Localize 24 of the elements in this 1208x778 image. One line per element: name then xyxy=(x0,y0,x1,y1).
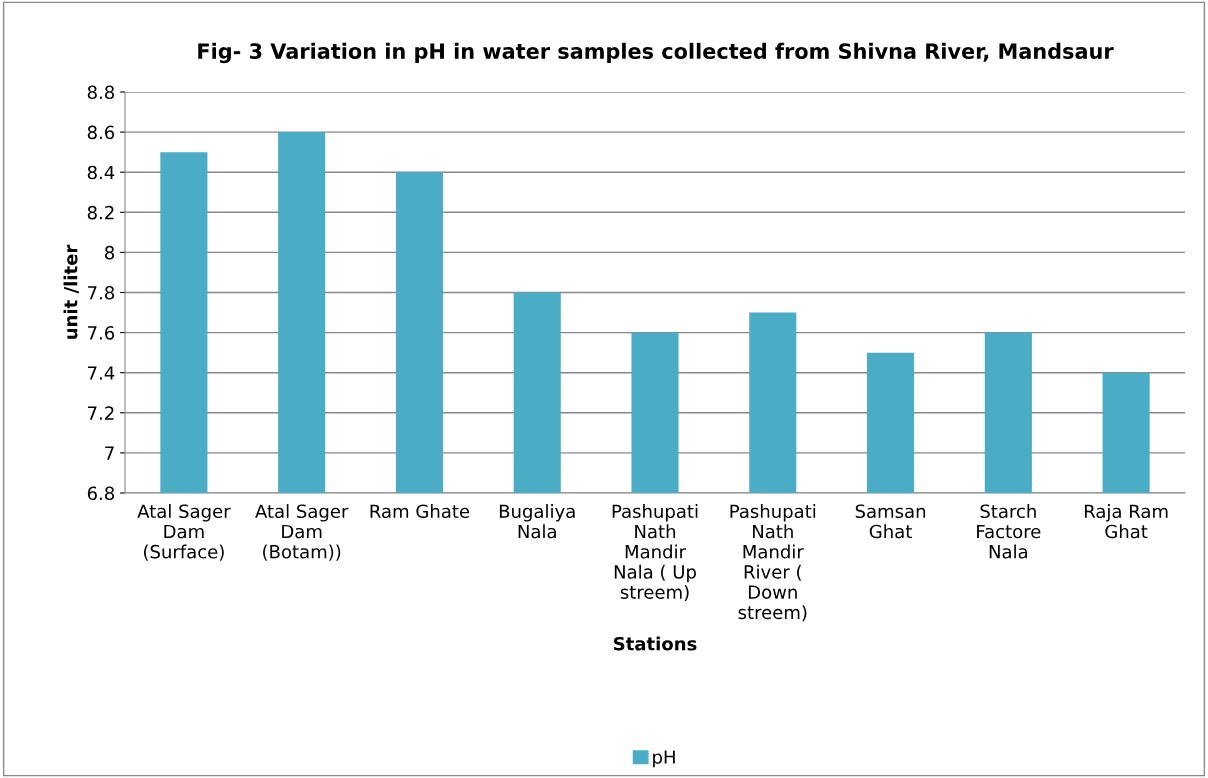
y-tick-label: 6.8 xyxy=(87,486,115,501)
chart-title: Fig- 3 Variation in pH in water samples collected from Shivna River, Mandsaur xyxy=(198,42,1114,64)
y-tick-label: 8.2 xyxy=(87,205,114,220)
x-tick-label: Bugaliya Nala xyxy=(499,504,575,539)
x-tick-label: Pashupati Nath Mandir River ( Down streem) xyxy=(730,504,816,622)
y-tick-label: 7.8 xyxy=(88,285,115,300)
x-tick-label: Starch Factore Nala xyxy=(977,504,1041,559)
y-tick-label: 7.6 xyxy=(88,326,115,340)
x-tick-label: Pashupati Nath Mandir Nala ( Up streem) xyxy=(612,504,698,602)
y-tick-label: 7.4 xyxy=(88,366,115,380)
x-tick-label: Samsan Ghat xyxy=(855,504,926,539)
x-tick-label: Ram Ghate xyxy=(370,504,470,519)
y-tick-label: 8.4 xyxy=(87,165,115,180)
x-tick-label: Atal Sager Dam (Botam)) xyxy=(255,504,349,561)
y-tick-label: 7 xyxy=(105,446,114,460)
y-tick-label: 8 xyxy=(105,245,115,260)
x-tick-label: Atal Sager Dam (Surface) xyxy=(137,504,231,561)
y-axis-title: unit /liter xyxy=(63,244,79,339)
x-tick-label: Raja Ram Ghat xyxy=(1084,504,1168,539)
y-tick-label: 8.8 xyxy=(87,85,115,100)
legend-label: pH xyxy=(653,750,675,768)
y-tick-label: 7.2 xyxy=(88,406,114,420)
x-axis-title: Stations xyxy=(613,636,697,651)
y-tick-label: 8.6 xyxy=(87,125,115,140)
